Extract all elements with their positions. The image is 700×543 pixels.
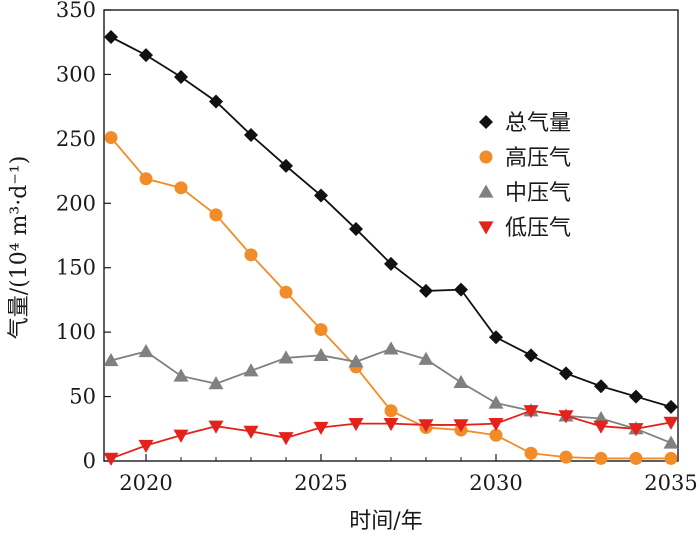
data-point <box>453 374 469 389</box>
data-point <box>664 399 678 414</box>
data-point <box>558 410 574 424</box>
y-tick-label: 200 <box>56 191 96 215</box>
y-tick-label: 0 <box>83 449 96 473</box>
data-point <box>664 451 678 465</box>
data-point <box>174 70 188 85</box>
data-point <box>243 363 259 377</box>
data-point <box>594 379 608 394</box>
data-point <box>138 343 154 358</box>
data-point <box>348 354 364 368</box>
data-point <box>384 404 398 418</box>
data-point <box>418 419 434 433</box>
data-point <box>278 432 294 446</box>
plot-frame <box>103 9 679 462</box>
y-tick-label: 50 <box>69 385 96 409</box>
axes: 0 50 100 150 200 250 300 350 2020 2025 2030 2035 <box>56 0 698 495</box>
data-point <box>103 452 119 466</box>
data-point <box>244 248 258 262</box>
legend-label: 高压气 <box>505 146 571 171</box>
legend-marker <box>479 115 493 129</box>
data-point <box>208 420 224 434</box>
data-point <box>173 368 189 382</box>
data-point <box>139 48 153 63</box>
legend-marker <box>478 221 494 235</box>
x-tick-label: 2030 <box>469 471 522 495</box>
legend-marker <box>478 184 494 198</box>
data-point <box>244 127 258 142</box>
data-point <box>524 446 538 460</box>
data-point <box>454 282 468 297</box>
data-point <box>384 256 398 271</box>
data-point <box>173 429 189 443</box>
data-point <box>349 222 363 237</box>
data-point <box>524 348 538 363</box>
data-point <box>453 419 469 433</box>
legend-item: 高压气 <box>479 146 571 171</box>
data-point <box>279 285 293 299</box>
x-tick-label: 2025 <box>294 471 347 495</box>
data-point <box>174 181 188 195</box>
data-point <box>489 428 503 442</box>
series-layer <box>103 30 679 466</box>
data-point <box>523 405 539 419</box>
data-point <box>243 425 259 439</box>
data-point <box>419 283 433 298</box>
data-point <box>314 188 328 203</box>
y-tick-label: 250 <box>56 127 96 151</box>
legend-item: 总气量 <box>479 111 571 136</box>
series-1 <box>104 30 678 414</box>
data-point <box>138 439 154 454</box>
data-point <box>559 450 573 464</box>
data-point <box>139 172 153 186</box>
data-point <box>383 418 399 432</box>
legend-label: 中压气 <box>505 181 571 206</box>
data-point <box>629 451 643 465</box>
x-axis-title: 时间/年 <box>349 509 422 534</box>
data-point <box>279 158 293 173</box>
data-point <box>104 131 118 145</box>
data-point <box>559 366 573 381</box>
data-point <box>488 395 504 409</box>
data-point <box>104 30 118 45</box>
data-point <box>383 341 399 355</box>
data-point <box>418 351 434 365</box>
y-tick-label: 150 <box>56 256 96 280</box>
legend-marker <box>479 150 493 164</box>
series-2 <box>104 131 678 465</box>
data-point <box>348 418 364 432</box>
data-point <box>488 418 504 432</box>
series-4 <box>103 405 679 466</box>
legend-label: 总气量 <box>505 111 571 136</box>
legend-item: 中压气 <box>478 181 571 206</box>
data-point <box>209 208 223 222</box>
legend-item: 低压气 <box>478 216 571 241</box>
data-point <box>628 423 644 437</box>
data-point <box>629 389 643 404</box>
data-point <box>489 330 503 345</box>
data-point <box>313 347 329 361</box>
data-point <box>278 350 294 364</box>
data-point <box>208 376 224 390</box>
data-point <box>594 451 608 465</box>
data-point <box>209 94 223 109</box>
data-point <box>313 421 329 435</box>
y-tick-label: 300 <box>56 62 96 86</box>
x-tick-label: 2035 <box>644 471 697 495</box>
data-point <box>663 416 679 430</box>
data-point <box>103 352 119 367</box>
y-axis-title: 气量/(10⁴ m³·d⁻¹) <box>7 156 32 340</box>
data-point <box>663 435 679 449</box>
data-point <box>314 323 328 337</box>
legend-label: 低压气 <box>505 216 571 241</box>
data-point <box>593 420 609 434</box>
y-tick-label: 350 <box>56 0 96 22</box>
x-tick-label: 2020 <box>119 471 172 495</box>
y-tick-label: 100 <box>56 320 96 344</box>
